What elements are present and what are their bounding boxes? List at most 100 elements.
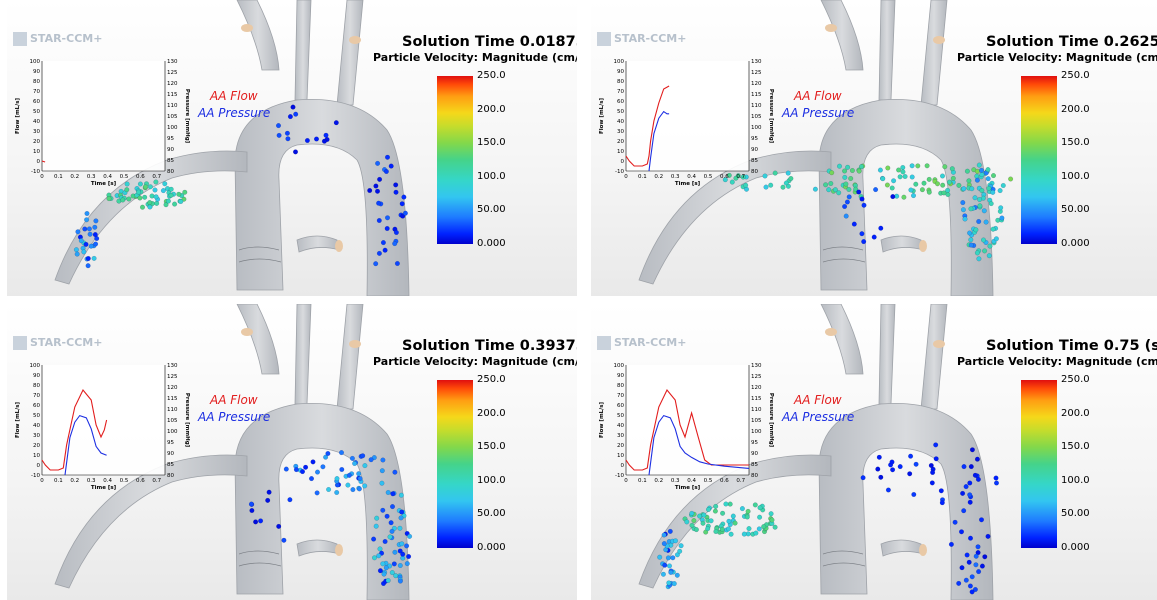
vessel-branch [296, 539, 340, 557]
y-tick-label-left: 50 [617, 413, 624, 419]
particle [383, 168, 389, 174]
colorbar-label: 100.0 [1061, 474, 1090, 486]
particle [712, 508, 718, 514]
particle [836, 190, 842, 196]
particle [836, 163, 842, 169]
particle [985, 167, 991, 173]
particle [876, 454, 882, 460]
particle [387, 534, 393, 540]
particle [772, 170, 778, 176]
particle [851, 221, 857, 227]
particle [689, 522, 695, 528]
y-tick-label-right: 130 [167, 363, 178, 369]
vessel-branch [336, 304, 364, 410]
particle [994, 480, 1000, 486]
pressure-series-line [64, 414, 107, 476]
particle [959, 565, 965, 571]
particle [303, 464, 309, 470]
particle [399, 509, 405, 515]
y-tick-label-left: 0 [37, 463, 41, 469]
particle [973, 553, 979, 559]
x-tick-label: 0.5 [120, 478, 129, 484]
vessel-branch [236, 0, 280, 71]
particle [163, 202, 169, 208]
particle [350, 487, 356, 493]
particle [722, 177, 728, 183]
particle [972, 587, 978, 593]
y-tick-label-left: 80 [33, 383, 40, 389]
particle [672, 538, 678, 544]
vessel-cap [933, 340, 945, 348]
particle [404, 561, 410, 567]
particle [356, 486, 362, 492]
particle [178, 198, 184, 204]
colorbar-label: 150.0 [477, 441, 506, 452]
particle [956, 580, 962, 586]
particle [986, 185, 992, 191]
vessel-scene: -100102030405060708090100808590951001051… [599, 0, 1014, 296]
y-tick-label-left: 10 [617, 149, 624, 155]
particle [972, 472, 978, 478]
flow-series-line [625, 85, 670, 167]
particle [147, 200, 153, 206]
particle [287, 114, 293, 120]
logo-text: STAR-CCM+ [614, 336, 687, 349]
particle [812, 186, 818, 192]
particle [921, 180, 927, 186]
particle [314, 490, 320, 496]
particle [660, 571, 666, 577]
particle [397, 548, 403, 554]
colorbar-label: 200.0 [477, 103, 506, 115]
particle [762, 173, 768, 179]
x-tick-label: 0.3 [671, 478, 680, 484]
y-axis-label-left: Flow [mL/s] [599, 98, 605, 134]
y-tick-label-right: 90 [751, 451, 758, 457]
y-axis-label-right: Pressure [mmHg] [184, 393, 190, 448]
particle [73, 247, 79, 253]
particle [982, 248, 988, 254]
y-tick-label-left: 100 [614, 363, 625, 369]
particle [966, 178, 972, 184]
particle [969, 574, 975, 580]
software-logo: STAR-CCM+ [597, 32, 686, 46]
particle [972, 195, 978, 201]
logo-icon [13, 32, 27, 46]
scalar-title: Particle Velocity: Magnitude (cm/s) [373, 51, 577, 64]
particle [963, 577, 969, 583]
x-axis-label: Time [s] [91, 485, 117, 491]
particle [689, 510, 695, 516]
vessel-cap [825, 24, 837, 32]
particle [374, 515, 380, 521]
y-tick-label-left: 10 [33, 149, 40, 155]
particle [357, 475, 363, 481]
vessel-branch [878, 304, 896, 405]
particle [962, 216, 968, 222]
particle [1008, 176, 1014, 182]
colorbar-label: 250.0 [477, 70, 506, 81]
particle [86, 226, 92, 232]
particle [908, 187, 914, 193]
particle [981, 237, 987, 243]
particle [907, 471, 913, 477]
y-tick-label-right: 115 [751, 92, 762, 98]
aortic-arch [818, 99, 994, 296]
y-tick-label-right: 85 [751, 462, 758, 468]
particle [401, 194, 407, 200]
particle [947, 179, 953, 185]
flow-legend: AA Flow [210, 393, 258, 407]
particle [856, 189, 862, 195]
particle [720, 510, 726, 516]
particle [1000, 182, 1006, 188]
particle [788, 175, 794, 181]
y-tick-label-left: 80 [617, 383, 624, 389]
x-tick-label: 0.1 [54, 174, 63, 180]
particle [974, 168, 980, 174]
logo-text: STAR-CCM+ [614, 32, 687, 45]
particle [875, 466, 881, 472]
vessel-branch [294, 0, 312, 101]
particle [843, 213, 849, 219]
x-axis-label: Time [s] [675, 181, 701, 187]
simulation-panel: -10 0 10 20 30 40 50 60 70 80 90 100 80 85 90 95 100 105 1… [591, 0, 1157, 296]
particle [948, 541, 954, 547]
particle [979, 563, 985, 569]
